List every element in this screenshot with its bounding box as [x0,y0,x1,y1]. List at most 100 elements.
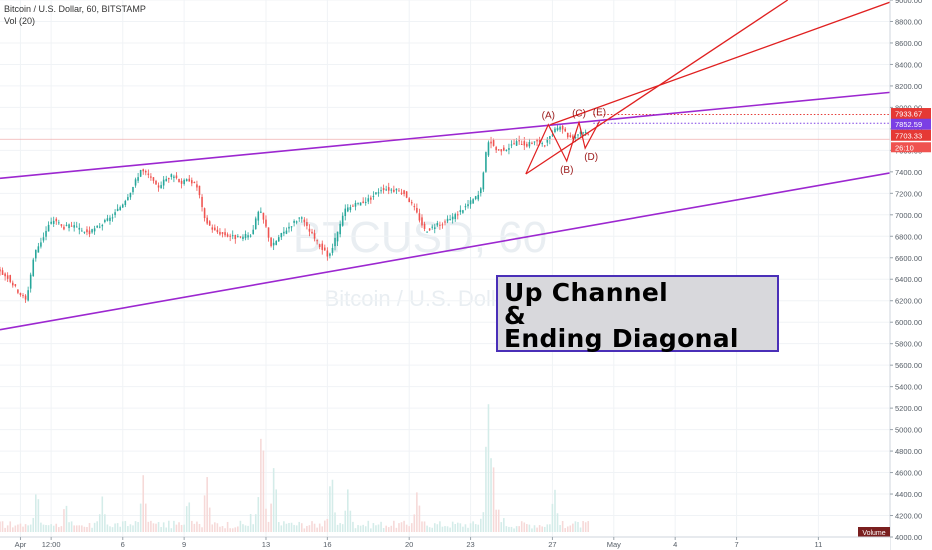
volume-bar [433,523,436,532]
volume-bar [229,528,231,532]
volume-bar [426,525,428,532]
price-tick-label: 6800.00 [895,232,922,241]
candle-body [50,221,52,224]
volume-bar [398,523,400,532]
candle-body [11,282,14,286]
candle-body [42,237,45,241]
volume-bar [531,528,533,532]
volume-bar [306,525,308,532]
candle-body [574,137,577,139]
candle-body [382,188,385,191]
volume-bar [75,525,78,532]
price-tick-label: 4800.00 [895,447,922,456]
volume-bar [554,489,556,532]
volume-bar [579,527,582,532]
candle-body [436,222,439,226]
price-tick-label: 7400.00 [895,168,922,177]
candle-body [400,192,403,194]
volume-bar [11,527,14,532]
candle-body [98,226,101,228]
volume-bar [543,526,546,532]
candle-body [104,220,106,223]
candle-body [142,169,145,172]
candle-body [109,217,111,222]
annotation-box[interactable]: Up Channel & Ending Diagonal [496,275,779,353]
price-axis[interactable]: 4000.00 4200.00 4400.00 4600.00 4800.00 5000.… [858,0,932,550]
volume-bar [393,520,395,532]
candle-body [101,225,104,227]
candle-body [242,236,244,240]
volume-bar [272,468,275,532]
volume-bar [93,522,96,532]
wave-label: (B) [560,165,573,176]
volume-bar [569,525,572,532]
time-tick-label: 16 [323,540,331,549]
volume-bar [303,528,306,532]
candle-body [349,207,352,211]
candle-body [91,229,93,233]
volume-bar [416,492,418,532]
candle-body [306,222,308,226]
candle-body [201,196,203,208]
countdown-label: 26:10 [895,143,914,152]
volume-bar [70,521,73,532]
candle-body [86,229,88,233]
candle-body [188,178,191,182]
level-price-tag-bg [891,118,931,130]
candle-body [40,242,42,247]
volume-bar [231,528,234,532]
candle-body [321,243,324,250]
volume-bar [150,520,152,532]
candle-body [111,217,114,219]
candle-body [577,134,579,136]
wave-path [525,120,601,175]
countdown-bg [891,142,931,153]
volume-bar [0,521,1,532]
candle-body [244,233,247,239]
candle-body [211,227,214,230]
candle-body [0,269,1,272]
volume-bar [211,524,214,532]
candle-body [449,218,451,220]
candle-body [477,194,480,200]
drawings[interactable]: (A) (B) (C) (D) (E) [0,0,891,331]
volume-bar [505,526,508,532]
volume-bar [55,523,58,532]
time-tick-label: May [607,540,621,549]
candle-body [150,176,152,178]
candle-body [559,126,561,130]
volume-bar [431,527,434,532]
candle-body [492,140,495,146]
volume-bar [451,521,454,532]
candle-body [398,190,400,192]
volume-bar [98,514,101,532]
volume-bar [311,521,313,532]
candle-body [6,275,9,279]
candle-body [152,177,155,181]
candle-body [405,191,408,198]
volume-bar [127,526,129,532]
candle-body [418,213,421,221]
time-axis[interactable]: Apr 12:00 6 9 13 16 20 23 27 May 4 7 11 [0,536,890,550]
candle-body [556,127,559,131]
candle-body [308,228,311,232]
candle-body [370,197,372,200]
candle-body [336,231,339,242]
candle-body [395,188,398,191]
candle-body [114,212,116,216]
volume-bar [252,524,254,532]
channel-lower-line [0,172,891,331]
volume-bar [349,510,352,532]
volume-bar [17,524,19,532]
volume-bar [423,521,426,532]
volume-bar [226,521,229,532]
candle-body [139,169,142,177]
time-tick-label: 4 [673,540,677,549]
time-axis-bg [0,537,890,550]
candle-body [70,225,73,227]
candle-body [231,235,234,237]
volume-bar [472,521,474,532]
candle-body [531,142,533,144]
volume-indicator-label[interactable]: Vol (20) [4,16,36,26]
